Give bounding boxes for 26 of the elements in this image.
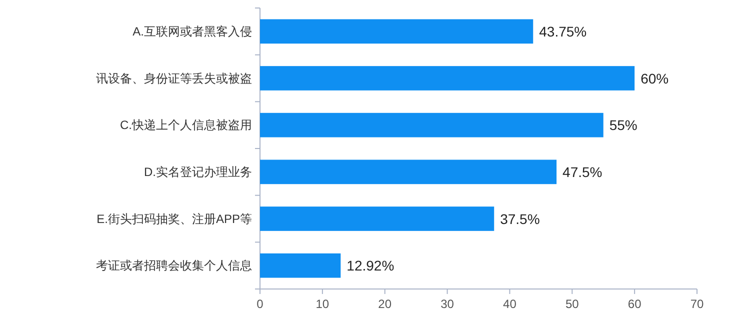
bar xyxy=(260,19,534,44)
x-tick-label: 30 xyxy=(440,297,454,311)
x-tick-label: 40 xyxy=(503,297,517,311)
y-tick-label: A.互联网或者黑客入侵 xyxy=(132,24,252,38)
x-tick-label: 20 xyxy=(378,297,392,311)
x-tick-label: 70 xyxy=(690,297,704,311)
bar xyxy=(260,112,604,138)
bar xyxy=(260,253,341,278)
x-tick-label: 0 xyxy=(256,297,264,311)
y-tick-label: D.实名登记办理业务 xyxy=(144,164,252,179)
bar xyxy=(260,160,557,184)
y-tick-label: 讯设备、身份证等丢失或被盗 xyxy=(96,71,252,86)
data-label: 37.5% xyxy=(500,210,540,227)
bar xyxy=(260,66,635,90)
x-tick-label: 50 xyxy=(565,297,580,311)
data-label: 43.75% xyxy=(539,23,587,40)
data-label: 55% xyxy=(609,117,638,134)
data-label: 47.5% xyxy=(562,164,602,180)
data-label: 60% xyxy=(640,70,669,86)
y-tick-label: E.街头扫码抽奖、注册APP等 xyxy=(96,212,252,226)
x-tick-label: 60 xyxy=(628,297,642,311)
data-label: 12.92% xyxy=(346,258,394,274)
y-tick-label: 考证或者招聘会收集个人信息 xyxy=(96,258,252,273)
bar xyxy=(260,206,494,231)
y-tick-label: C.快递上个人信息被盗用 xyxy=(120,118,252,132)
x-tick-label: 10 xyxy=(316,297,330,311)
